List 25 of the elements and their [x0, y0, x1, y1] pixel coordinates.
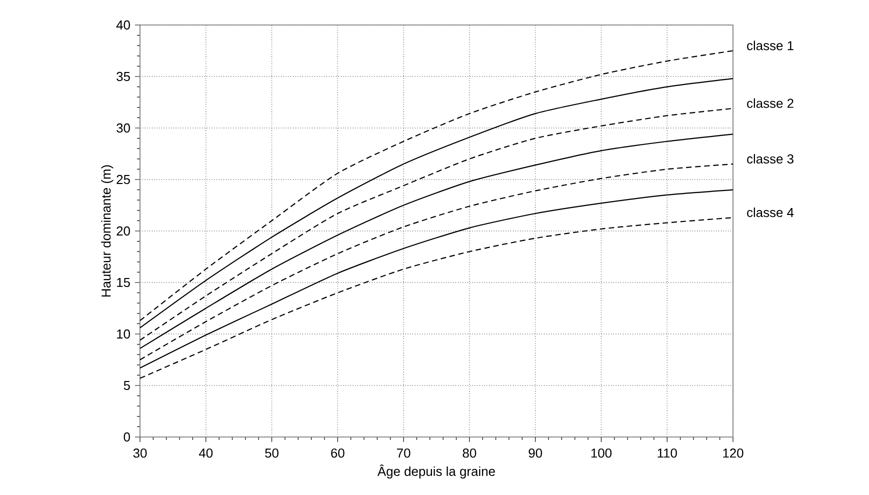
y-tick-label: 40	[116, 20, 130, 30]
series-label: classe 1	[747, 40, 794, 50]
y-tick-label: 15	[117, 278, 130, 288]
x-tick-label: 80	[462, 448, 476, 458]
x-tick-label: 70	[397, 448, 410, 458]
y-tick-label: 0	[124, 432, 130, 442]
x-tick-label: 110	[658, 448, 677, 458]
x-tick-label: 30	[133, 448, 147, 458]
x-tick-label: 50	[265, 448, 278, 458]
x-tick-label: 100	[591, 448, 612, 458]
x-axis-title: Âge depuis la graine	[377, 464, 495, 479]
y-tick-label: 30	[116, 123, 130, 133]
x-tick-label: 60	[331, 448, 344, 458]
y-tick-label: 35	[116, 72, 130, 82]
y-tick-label: 20	[116, 226, 130, 236]
series-label: classe 3	[747, 154, 794, 164]
x-tick-label: 90	[528, 448, 542, 458]
y-axis-title: Hauteur dominante (m)	[101, 165, 114, 297]
y-tick-label: 5	[124, 380, 130, 390]
y-tick-label: 25	[116, 174, 130, 184]
series-label: classe 4	[747, 208, 794, 218]
x-tick-label: 120	[723, 448, 744, 458]
series-label: classe 2	[747, 98, 794, 108]
y-tick-label: 10	[117, 329, 130, 339]
x-tick-label: 40	[198, 448, 213, 458]
